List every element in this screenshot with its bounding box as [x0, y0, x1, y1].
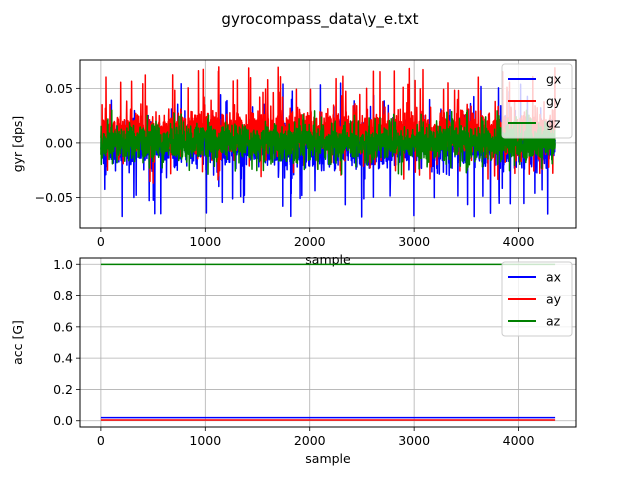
- y-tick-label: 0.4: [53, 351, 73, 366]
- y-tick-label: 0.8: [53, 288, 73, 303]
- acc-ticks: 0 1000 2000 3000 4000 0.0 0.2 0.4 0.6 0.8 1.0: [53, 257, 534, 448]
- x-tick-label: 0: [97, 234, 105, 249]
- gyro-x-axis-label: sample: [305, 252, 351, 267]
- acc-y-axis-label: acc [G]: [10, 320, 25, 365]
- acc-legend: ax ay az: [501, 261, 573, 337]
- series-line-gy: [100, 66, 556, 184]
- x-tick-label: 2000: [294, 234, 326, 249]
- figure-title: gyrocompass_data\y_e.txt: [221, 10, 418, 29]
- legend-label-az: az: [546, 314, 561, 329]
- y-tick-label: 0.0: [53, 413, 73, 428]
- acc-series: [100, 263, 556, 421]
- y-tick-label: 0.05: [45, 81, 73, 96]
- x-tick-label: 1000: [189, 234, 221, 249]
- x-tick-label: 3000: [398, 234, 430, 249]
- x-tick-label: 2000: [294, 433, 326, 448]
- legend-label-ax: ax: [546, 270, 561, 285]
- legend-label-gx: gx: [546, 72, 561, 87]
- y-tick-label: 0.6: [53, 319, 73, 334]
- x-tick-label: 1000: [189, 433, 221, 448]
- x-tick-label: 3000: [398, 433, 430, 448]
- gyro-series: [100, 66, 556, 218]
- legend-label-ay: ay: [546, 292, 562, 307]
- y-tick-label: 0.00: [45, 135, 73, 150]
- legend-label-gz: gz: [546, 116, 561, 131]
- series-line-gz: [100, 109, 556, 176]
- acc-x-axis-label: sample: [305, 451, 351, 466]
- acc-plot: 0 1000 2000 3000 4000 0.0 0.2 0.4 0.6 0.8 1.0 samp…: [10, 257, 577, 466]
- gyro-plot: 0 1000 2000 3000 4000 −0.05 0.00 0.05 sample gy…: [10, 59, 577, 267]
- y-tick-label: −0.05: [35, 190, 73, 205]
- acc-axes-frame: [79, 257, 577, 428]
- gyro-legend: gx gy gz: [501, 63, 573, 139]
- x-tick-label: 4000: [503, 433, 535, 448]
- legend-label-gy: gy: [546, 94, 562, 109]
- gyro-y-axis-label: gyr [dps]: [10, 116, 25, 173]
- legend-box: [501, 261, 573, 337]
- x-tick-label: 0: [97, 433, 105, 448]
- x-tick-label: 4000: [503, 234, 535, 249]
- gyro-axes-frame: [79, 59, 577, 229]
- gyro-ticks: 0 1000 2000 3000 4000 −0.05 0.00 0.05: [35, 81, 535, 249]
- y-tick-label: 1.0: [53, 257, 73, 272]
- legend-box: [501, 63, 573, 139]
- y-tick-label: 0.2: [53, 382, 73, 397]
